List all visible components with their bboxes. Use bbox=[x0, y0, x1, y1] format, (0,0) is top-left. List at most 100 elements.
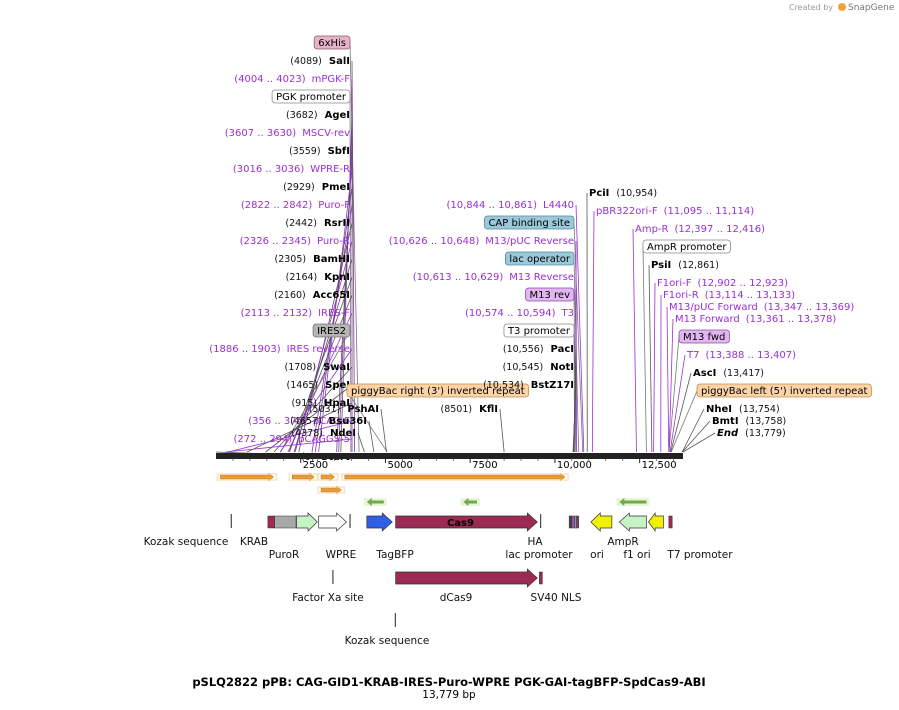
axis-tick-label: 2500 bbox=[303, 460, 328, 471]
orf-arrow-halo bbox=[216, 473, 278, 481]
site-t3-promoter: T3 promoter bbox=[503, 323, 575, 338]
connector-kpni bbox=[288, 276, 353, 453]
connector-ampr-promoter bbox=[642, 246, 647, 453]
primer-position: (11,095 .. 11,114) bbox=[664, 206, 755, 217]
feature-box-label: M13 rev bbox=[530, 290, 571, 301]
feature-label-dcas9: dCas9 bbox=[440, 592, 473, 604]
enzyme-position: (915) bbox=[291, 398, 317, 409]
feature-box-cap-binding-site bbox=[484, 215, 575, 230]
site-pshai: PshAI (5031) bbox=[309, 404, 379, 415]
primer-position: (2113 .. 2132) bbox=[241, 308, 313, 319]
enzyme-position: (13,417) bbox=[723, 368, 764, 379]
connector-cap-binding-site bbox=[573, 222, 584, 453]
primer-name: IRES-F bbox=[318, 308, 350, 319]
site-sbfi: SbfI (3559) bbox=[289, 146, 350, 157]
site-acc65i: Acc65I (2160) bbox=[274, 290, 350, 301]
enzyme-position: (2164) bbox=[286, 272, 318, 283]
enzyme-name: NdeI bbox=[330, 428, 356, 439]
primer-position: (3607 .. 3630) bbox=[225, 128, 297, 139]
enzyme-name: Bsu36I bbox=[329, 416, 367, 427]
primer-arrow bbox=[463, 498, 477, 506]
site-puro-f: Puro-F (2822 .. 2842) bbox=[241, 200, 350, 211]
feature-label-kozak-sequence: Kozak sequence bbox=[144, 536, 229, 548]
row1-feature-arrow bbox=[618, 512, 647, 532]
site-asci: AscI (13,417) bbox=[693, 368, 764, 379]
connector-amp-r bbox=[632, 228, 637, 453]
connector-piggybac-left-5-inverted-repeat bbox=[670, 390, 698, 453]
site-pgk-promoter: PGK promoter bbox=[271, 89, 351, 104]
site-f1ori-f: F1ori-F (12,902 .. 12,923) bbox=[657, 278, 788, 289]
row1-feature-block bbox=[568, 515, 573, 529]
site-cap-binding-site: CAP binding site bbox=[484, 215, 575, 230]
enzyme-name: KpnI bbox=[324, 272, 350, 283]
primer-position: (13,388 .. 13,407) bbox=[705, 350, 796, 361]
site-m13-forward: M13 Forward (13,361 .. 13,378) bbox=[675, 314, 836, 325]
site-t3: T3 (10,574 .. 10,594) bbox=[465, 308, 574, 319]
enzyme-name: SbfI bbox=[328, 146, 350, 157]
feature-track: Cas9 bbox=[216, 472, 673, 627]
primer-arrow-halo bbox=[363, 498, 387, 506]
primer-position: (12,902 .. 12,923) bbox=[697, 278, 788, 289]
site-swai: SwaI (1708) bbox=[284, 362, 350, 373]
site-sali: SalI (4089) bbox=[290, 56, 350, 67]
connector-kfli bbox=[499, 408, 505, 453]
site-spei: SpeI (1465) bbox=[287, 380, 350, 391]
backbone-strand bbox=[216, 453, 683, 458]
site-hpai: HpaI (915) bbox=[291, 398, 350, 409]
enzyme-position: (4378) bbox=[291, 428, 323, 439]
row1-feature-arrow bbox=[590, 512, 613, 532]
site-ires-reverse: IRES reverse (1886 .. 1903) bbox=[209, 344, 350, 355]
site-kfli: KflI (8501) bbox=[441, 404, 498, 415]
axis-tick-label: 10,000 bbox=[557, 460, 592, 471]
primer-position: (13,347 .. 13,369) bbox=[764, 302, 855, 313]
site-labels: 6xHis SalI (4089) mPGK-F (4004 .. 4023) PGK p… bbox=[209, 35, 872, 463]
primer-name: M13 Reverse bbox=[509, 272, 574, 283]
feature-box-label: M13 fwd bbox=[683, 332, 725, 343]
enzyme-position: (3682) bbox=[286, 110, 318, 121]
feature-box-label: CAP binding site bbox=[488, 218, 570, 229]
site-ndei: NdeI (4378) bbox=[291, 428, 356, 439]
feature-box-piggybac-left-5-inverted-repeat bbox=[696, 383, 872, 398]
site-m13-puc-forward: M13/pUC Forward (13,347 .. 13,369) bbox=[669, 302, 854, 313]
enzyme-name: BmtI bbox=[712, 416, 739, 427]
feature-label-kozak-sequence: Kozak sequence bbox=[345, 635, 430, 647]
connector-ires-reverse bbox=[279, 348, 353, 453]
row1-feature-block bbox=[274, 515, 297, 529]
primer-name: T7 bbox=[686, 350, 699, 361]
primer-name: pCAGGS-5 bbox=[298, 434, 350, 445]
row1-feature-arrow bbox=[395, 512, 538, 532]
site-pbr322ori-f: pBR322ori-F (11,095 .. 11,114) bbox=[596, 206, 754, 217]
enzyme-position: (5031) bbox=[309, 404, 341, 415]
site-l4440: L4440 (10,844 .. 10,861) bbox=[446, 200, 574, 211]
primer-name: T3 bbox=[561, 308, 574, 319]
site-noti: NotI (10,545) bbox=[503, 362, 574, 373]
enzyme-name: Acc65I bbox=[313, 290, 350, 301]
axis-tick-label: 7500 bbox=[472, 460, 497, 471]
orf-arrow-halo bbox=[317, 473, 339, 481]
enzyme-position: (1708) bbox=[284, 362, 316, 373]
feature-box-6xhis bbox=[313, 35, 351, 50]
enzyme-name: HpaI bbox=[324, 398, 350, 409]
feature-box-pgk-promoter bbox=[271, 89, 351, 104]
enzyme-position: (10,545) bbox=[503, 362, 544, 373]
feature-label-ampr: AmpR bbox=[607, 536, 638, 548]
site-m13-fwd: M13 fwd bbox=[678, 329, 730, 344]
primer-position: (10,626 .. 10,648) bbox=[389, 236, 480, 247]
primer-position: (3016 .. 3036) bbox=[233, 164, 305, 175]
feature-box-label: 6xHis bbox=[318, 38, 346, 49]
primer-name: M13/pUC Forward bbox=[669, 302, 758, 313]
enzyme-name: PmeI bbox=[322, 182, 350, 193]
row1-feature-block bbox=[571, 515, 575, 529]
enzyme-name: KflI bbox=[479, 404, 498, 415]
enzyme-position: (4089) bbox=[290, 56, 322, 67]
enzyme-position: (13,779) bbox=[745, 428, 786, 439]
primer-name: pCAG-F bbox=[313, 416, 350, 427]
enzyme-position: (13,754) bbox=[739, 404, 780, 415]
connector-pbr322ori-f bbox=[591, 210, 595, 453]
enzyme-name: BstZ17I bbox=[531, 380, 574, 391]
site-rsrii: RsrII (2442) bbox=[285, 218, 350, 229]
feature-label-f1-ori: f1 ori bbox=[623, 549, 650, 561]
connector-pcag-f bbox=[228, 420, 353, 453]
site-bmti: BmtI (13,758) bbox=[712, 416, 786, 427]
feature-label-puror: PuroR bbox=[269, 549, 300, 561]
